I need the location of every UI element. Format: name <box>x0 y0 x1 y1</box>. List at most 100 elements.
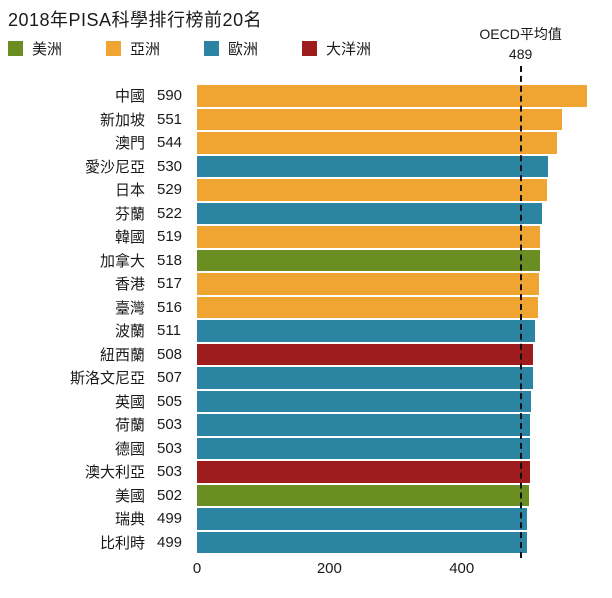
bar-track <box>197 108 604 130</box>
country-label: 荷蘭 <box>114 417 145 435</box>
bar-track <box>197 155 604 177</box>
chart-row: 比利時 499 <box>0 531 612 555</box>
score-value: 522 <box>157 204 183 222</box>
score-value: 544 <box>157 134 183 152</box>
oecd-average-label: OECD平均值 489 <box>479 24 561 65</box>
bar-track <box>197 414 604 436</box>
chart-row: 波蘭 511 <box>0 319 612 343</box>
score-value: 530 <box>157 157 183 175</box>
country-label: 澳門 <box>114 135 145 153</box>
legend: 美洲 亞洲 歐洲 大洋洲 <box>8 38 371 59</box>
country-label: 斯洛文尼亞 <box>69 370 145 388</box>
x-tick-label: 400 <box>449 560 475 577</box>
chart-row: 日本 529 <box>0 178 612 202</box>
bar <box>197 437 530 459</box>
bar <box>197 508 528 530</box>
score-value: 505 <box>157 392 183 410</box>
bar-track <box>197 343 604 365</box>
bar-chart: 中國 590 新加坡 551 澳門 544 愛沙尼亞 530 日本 529 芬蘭 522 韓國 519 加拿… <box>0 84 612 554</box>
legend-item: 亞洲 <box>106 38 160 59</box>
oecd-average-value: 489 <box>508 46 533 63</box>
score-value: 503 <box>157 439 183 457</box>
chart-row: 加拿大 518 <box>0 249 612 273</box>
country-label: 瑞典 <box>114 511 145 529</box>
bar <box>197 320 536 342</box>
chart-row: 愛沙尼亞 530 <box>0 155 612 179</box>
legend-item: 大洋洲 <box>302 38 371 59</box>
bar-track <box>197 296 604 318</box>
score-value: 499 <box>157 533 183 551</box>
score-value: 507 <box>157 369 183 387</box>
score-value: 516 <box>157 298 183 316</box>
bar-track <box>197 85 604 107</box>
bar <box>197 226 541 248</box>
chart-row: 香港 517 <box>0 272 612 296</box>
bar <box>197 414 530 436</box>
chart-row: 韓國 519 <box>0 225 612 249</box>
chart-row: 荷蘭 503 <box>0 413 612 437</box>
legend-label: 美洲 <box>32 41 63 58</box>
bar <box>197 108 562 130</box>
country-label: 英國 <box>114 393 145 411</box>
chart-row: 澳大利亞 503 <box>0 460 612 484</box>
score-value: 511 <box>157 322 181 340</box>
legend-item: 歐洲 <box>204 38 258 59</box>
chart-title: 2018年PISA科學排行榜前20名 <box>8 10 263 30</box>
legend-swatch-icon <box>204 41 220 56</box>
country-label: 加拿大 <box>99 252 145 270</box>
score-value: 517 <box>157 275 183 293</box>
bar <box>197 85 588 107</box>
chart-row: 新加坡 551 <box>0 108 612 132</box>
score-value: 503 <box>157 463 183 481</box>
country-label: 韓國 <box>114 229 145 247</box>
chart-row: 澳門 544 <box>0 131 612 155</box>
chart-row: 中國 590 <box>0 84 612 108</box>
oecd-average-line <box>519 66 522 558</box>
legend-swatch-icon <box>106 41 122 56</box>
bar-track <box>197 367 604 389</box>
bar <box>197 390 532 412</box>
country-label: 比利時 <box>99 534 145 552</box>
x-tick-label: 0 <box>192 560 202 577</box>
score-value: 551 <box>157 110 183 128</box>
country-label: 波蘭 <box>114 323 145 341</box>
score-value: 590 <box>157 87 183 105</box>
score-value: 529 <box>157 181 183 199</box>
country-label: 愛沙尼亞 <box>84 158 145 176</box>
country-label: 香港 <box>114 276 145 294</box>
score-value: 518 <box>157 251 183 269</box>
bar-track <box>197 484 604 506</box>
score-value: 503 <box>157 416 183 434</box>
bar <box>197 155 548 177</box>
bar-track <box>197 226 604 248</box>
bar-track <box>197 320 604 342</box>
bar-track <box>197 179 604 201</box>
bar-track <box>197 273 604 295</box>
legend-label: 大洋洲 <box>326 41 372 58</box>
legend-swatch-icon <box>8 41 23 56</box>
x-tick-label: 200 <box>316 560 342 577</box>
country-label: 臺灣 <box>114 299 145 317</box>
legend-item: 美洲 <box>8 38 62 59</box>
bar <box>197 343 534 365</box>
chart-row: 美國 502 <box>0 484 612 508</box>
x-axis: 0 200 400 <box>193 560 604 580</box>
score-value: 502 <box>157 486 183 504</box>
bar-track <box>197 390 604 412</box>
country-label: 德國 <box>114 440 145 458</box>
country-label: 澳大利亞 <box>84 464 145 482</box>
bar-track <box>197 437 604 459</box>
country-label: 日本 <box>114 182 145 200</box>
bar-track <box>197 508 604 530</box>
chart-row: 臺灣 516 <box>0 296 612 320</box>
bar <box>197 132 557 154</box>
chart-row: 瑞典 499 <box>0 507 612 531</box>
bar <box>197 179 548 201</box>
chart-row: 斯洛文尼亞 507 <box>0 366 612 390</box>
chart-row: 紐西蘭 508 <box>0 343 612 367</box>
country-label: 新加坡 <box>99 111 145 129</box>
country-label: 中國 <box>114 88 145 106</box>
chart-rows: 中國 590 新加坡 551 澳門 544 愛沙尼亞 530 日本 529 芬蘭 522 韓國 519 加拿… <box>0 84 612 554</box>
chart-row: 德國 503 <box>0 437 612 461</box>
bar <box>197 484 530 506</box>
